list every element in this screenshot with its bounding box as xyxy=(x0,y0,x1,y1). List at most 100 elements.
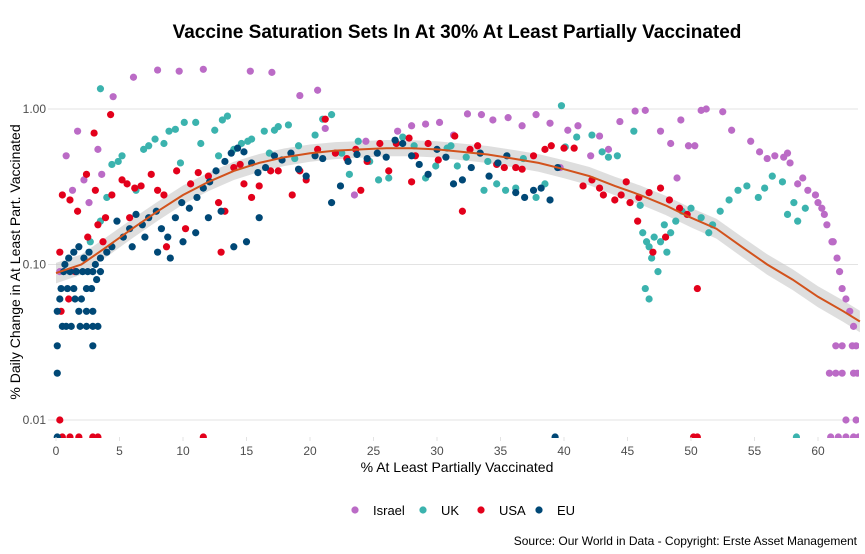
data-point xyxy=(193,193,201,202)
data-point xyxy=(832,342,840,350)
data-point xyxy=(842,433,850,438)
data-point xyxy=(771,152,779,160)
data-point xyxy=(212,167,220,175)
data-point xyxy=(236,160,244,169)
data-point xyxy=(294,165,303,173)
data-point xyxy=(573,133,581,141)
data-point xyxy=(574,122,582,130)
data-point xyxy=(247,135,256,143)
data-point xyxy=(363,154,371,163)
data-point xyxy=(541,145,549,153)
data-point xyxy=(551,433,559,438)
data-point xyxy=(181,225,190,233)
data-point xyxy=(162,243,171,251)
data-point xyxy=(415,160,423,169)
data-point xyxy=(820,210,828,218)
data-point xyxy=(61,260,69,269)
data-point xyxy=(648,254,656,262)
data-point xyxy=(126,214,134,222)
data-point xyxy=(53,433,61,438)
data-point xyxy=(641,106,649,114)
data-point xyxy=(451,132,459,140)
data-point xyxy=(75,433,83,438)
data-point xyxy=(240,148,248,156)
legend-item-uk: UK xyxy=(419,503,459,518)
data-point xyxy=(613,152,621,160)
data-point xyxy=(327,111,336,119)
data-point xyxy=(636,201,644,209)
y-tick-label: 0.01 xyxy=(23,413,47,427)
data-point xyxy=(532,111,540,119)
data-point xyxy=(595,184,604,192)
data-point xyxy=(579,182,587,190)
data-point xyxy=(599,191,607,199)
data-point xyxy=(63,284,72,293)
data-point xyxy=(560,144,568,152)
data-point xyxy=(187,180,195,188)
x-axis-ticks: 0 5 10 15 20 25 30 35 40 45 50 55 60 xyxy=(53,437,825,458)
data-point xyxy=(391,136,399,144)
data-point xyxy=(834,433,842,438)
data-point xyxy=(754,193,762,202)
data-point xyxy=(693,284,701,293)
data-point xyxy=(268,68,276,76)
data-point xyxy=(178,199,186,207)
data-point xyxy=(656,238,665,246)
data-point xyxy=(123,180,131,188)
data-point xyxy=(204,214,212,222)
data-point xyxy=(56,295,64,303)
data-point xyxy=(294,142,303,150)
data-point xyxy=(321,124,329,133)
data-point xyxy=(645,188,653,197)
data-point xyxy=(532,193,540,202)
data-point xyxy=(113,217,121,225)
data-point xyxy=(67,322,75,330)
data-point xyxy=(672,217,680,225)
data-point xyxy=(814,199,822,207)
data-point xyxy=(70,248,78,256)
data-point xyxy=(833,254,841,262)
data-point xyxy=(654,268,662,276)
data-point xyxy=(617,191,625,199)
data-point xyxy=(302,172,310,180)
legend-marker xyxy=(351,506,359,514)
x-tick-label: 30 xyxy=(430,444,444,458)
data-point xyxy=(73,207,82,215)
data-point xyxy=(56,416,64,424)
data-point xyxy=(662,233,670,241)
data-point xyxy=(804,186,812,194)
data-point xyxy=(227,149,235,157)
data-point xyxy=(118,152,126,160)
data-point xyxy=(842,416,850,424)
data-point xyxy=(89,268,97,276)
data-point xyxy=(799,174,807,182)
x-tick-label: 60 xyxy=(811,444,825,458)
series-usa xyxy=(56,111,701,438)
data-point xyxy=(160,139,168,148)
data-point xyxy=(604,153,613,161)
data-point xyxy=(838,369,846,377)
data-point xyxy=(354,137,362,145)
data-point xyxy=(109,93,117,101)
x-tick-label: 55 xyxy=(748,444,762,458)
data-point xyxy=(267,167,275,175)
data-point xyxy=(288,191,296,199)
data-point xyxy=(58,191,66,199)
data-point xyxy=(660,221,668,229)
data-point xyxy=(705,229,713,237)
data-point xyxy=(598,148,606,156)
series-uk xyxy=(86,85,809,438)
data-point xyxy=(421,120,430,128)
data-point xyxy=(118,176,126,184)
data-point xyxy=(56,248,64,256)
data-point xyxy=(62,322,70,330)
x-tick-label: 0 xyxy=(53,444,60,458)
data-point xyxy=(521,193,529,202)
data-point xyxy=(296,91,304,100)
data-point xyxy=(160,191,168,199)
data-point xyxy=(314,145,322,153)
data-point xyxy=(94,433,102,438)
legend-marker xyxy=(419,506,427,514)
data-point xyxy=(453,162,461,170)
